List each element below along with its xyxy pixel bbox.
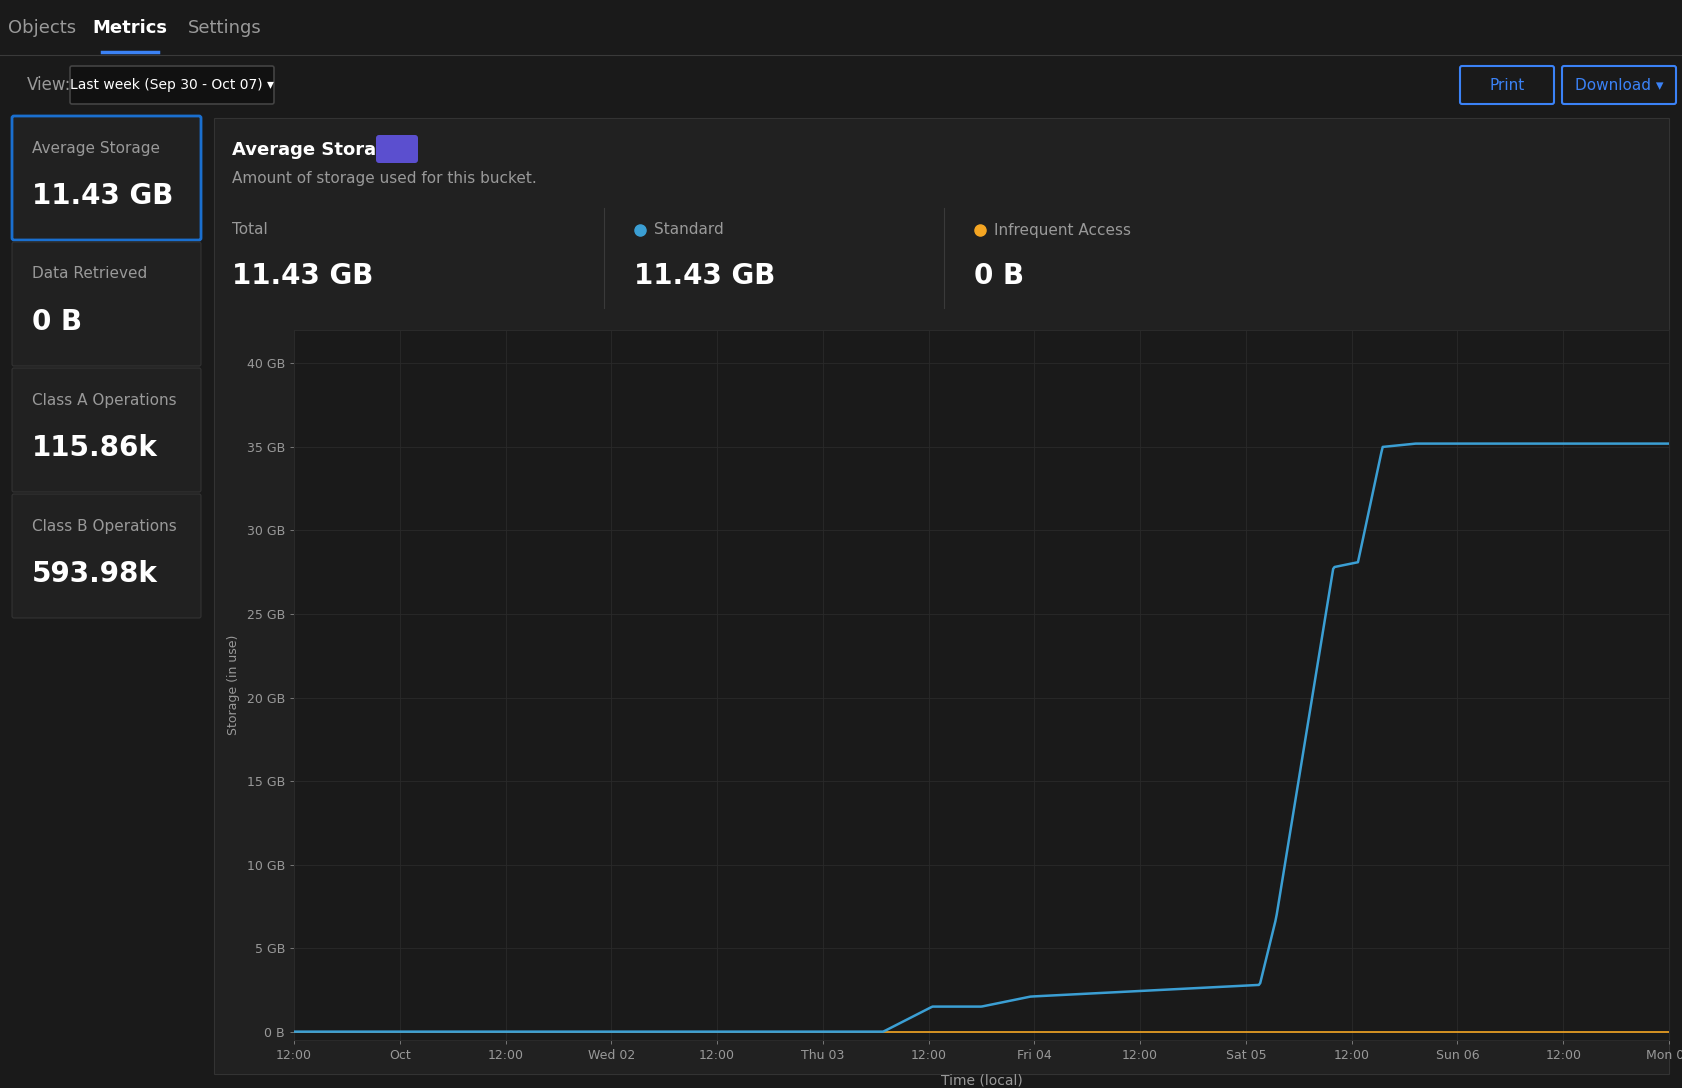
FancyBboxPatch shape xyxy=(12,116,200,240)
Text: 0 B: 0 B xyxy=(974,262,1024,290)
Text: 11.43 GB: 11.43 GB xyxy=(32,182,173,210)
Text: 11.43 GB: 11.43 GB xyxy=(232,262,373,290)
Text: 0 B: 0 B xyxy=(32,308,82,336)
Text: Infrequent Access: Infrequent Access xyxy=(994,223,1130,237)
Text: Average Storage: Average Storage xyxy=(232,141,400,159)
Text: Class B Operations: Class B Operations xyxy=(32,519,177,533)
Text: Metrics: Metrics xyxy=(93,18,168,37)
Text: Download ▾: Download ▾ xyxy=(1574,77,1662,92)
Text: Objects: Objects xyxy=(8,18,76,37)
FancyBboxPatch shape xyxy=(71,66,274,104)
Text: 593.98k: 593.98k xyxy=(32,560,158,588)
FancyBboxPatch shape xyxy=(214,118,1669,1074)
Y-axis label: Storage (in use): Storage (in use) xyxy=(227,634,239,735)
X-axis label: Time (local): Time (local) xyxy=(940,1073,1021,1087)
Text: Print: Print xyxy=(1489,77,1524,92)
Text: Data Retrieved: Data Retrieved xyxy=(32,267,146,282)
FancyBboxPatch shape xyxy=(0,0,1682,55)
Text: 11.43 GB: 11.43 GB xyxy=(634,262,775,290)
FancyBboxPatch shape xyxy=(12,368,200,492)
FancyBboxPatch shape xyxy=(375,135,417,163)
Text: Class A Operations: Class A Operations xyxy=(32,393,177,408)
Text: Standard: Standard xyxy=(654,223,723,237)
FancyBboxPatch shape xyxy=(0,55,1682,115)
Text: Last week (Sep 30 - Oct 07) ▾: Last week (Sep 30 - Oct 07) ▾ xyxy=(71,78,274,92)
Text: Total: Total xyxy=(232,223,267,237)
FancyBboxPatch shape xyxy=(12,242,200,366)
Text: 115.86k: 115.86k xyxy=(32,434,158,462)
Text: Average Storage: Average Storage xyxy=(32,140,160,156)
Text: Settings: Settings xyxy=(188,18,262,37)
FancyBboxPatch shape xyxy=(12,494,200,618)
Text: View:: View: xyxy=(27,76,71,94)
Text: Amount of storage used for this bucket.: Amount of storage used for this bucket. xyxy=(232,171,537,185)
